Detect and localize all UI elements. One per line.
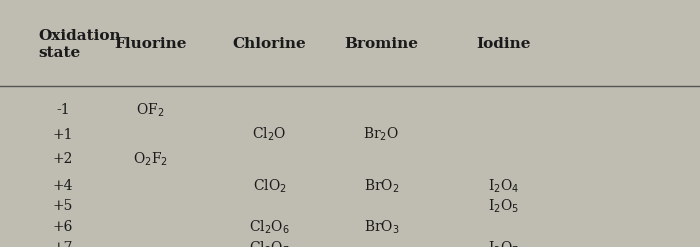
- Text: +7: +7: [52, 241, 74, 247]
- Text: Cl$_2$O: Cl$_2$O: [253, 126, 286, 143]
- Text: I$_2$O$_7$: I$_2$O$_7$: [489, 240, 519, 247]
- Text: Iodine: Iodine: [477, 38, 531, 51]
- Text: Cl$_2$O$_6$: Cl$_2$O$_6$: [249, 219, 290, 236]
- Text: BrO$_3$: BrO$_3$: [363, 219, 400, 236]
- Text: Fluorine: Fluorine: [114, 38, 187, 51]
- Text: Chlorine: Chlorine: [232, 38, 307, 51]
- Text: +5: +5: [52, 199, 74, 213]
- Text: I$_2$O$_5$: I$_2$O$_5$: [489, 198, 519, 215]
- Text: O$_2$F$_2$: O$_2$F$_2$: [133, 151, 168, 168]
- Text: I$_2$O$_4$: I$_2$O$_4$: [489, 178, 519, 195]
- Text: +2: +2: [52, 152, 74, 166]
- Text: ClO$_2$: ClO$_2$: [253, 178, 286, 195]
- Text: -1: -1: [56, 103, 70, 117]
- Text: BrO$_2$: BrO$_2$: [364, 178, 399, 195]
- Text: Bromine: Bromine: [344, 38, 419, 51]
- Text: +4: +4: [52, 180, 74, 193]
- Text: OF$_2$: OF$_2$: [136, 101, 164, 119]
- Text: Oxidation
state: Oxidation state: [38, 29, 121, 60]
- Text: +1: +1: [52, 128, 74, 142]
- Text: Br$_2$O: Br$_2$O: [363, 126, 400, 143]
- Text: Cl$_2$O$_7$: Cl$_2$O$_7$: [249, 240, 290, 247]
- Text: +6: +6: [52, 220, 74, 234]
